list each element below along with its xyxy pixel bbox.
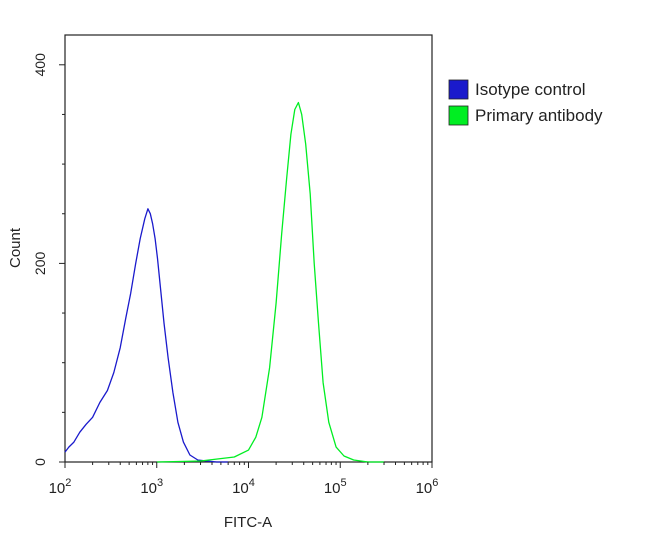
series-layer bbox=[64, 101, 384, 463]
x-tick-label: 106 bbox=[416, 477, 439, 497]
series-line-1 bbox=[156, 101, 384, 463]
plot-frame bbox=[64, 34, 433, 463]
x-tick-label: 103 bbox=[140, 477, 163, 497]
legend-label: Isotype control bbox=[475, 80, 586, 99]
legend-swatch bbox=[448, 79, 469, 100]
x-tick-label: 105 bbox=[324, 477, 347, 497]
legend: Isotype control Primary antibody bbox=[448, 79, 603, 126]
y-tick-label: 400 bbox=[32, 53, 48, 77]
y-axis-ticks: 0 200 400 bbox=[32, 53, 65, 466]
legend-swatch bbox=[448, 105, 469, 126]
x-axis-ticks: 102 103 104 105 106 bbox=[49, 462, 439, 497]
y-axis-label: Count bbox=[7, 227, 24, 268]
series-line-0 bbox=[64, 208, 229, 463]
x-tick-label: 104 bbox=[232, 477, 255, 497]
y-tick-label: 200 bbox=[32, 252, 48, 276]
y-tick-label: 0 bbox=[32, 458, 48, 466]
x-tick-label: 102 bbox=[49, 477, 72, 497]
legend-label: Primary antibody bbox=[475, 106, 603, 125]
x-axis-label: FITC-A bbox=[224, 514, 272, 531]
